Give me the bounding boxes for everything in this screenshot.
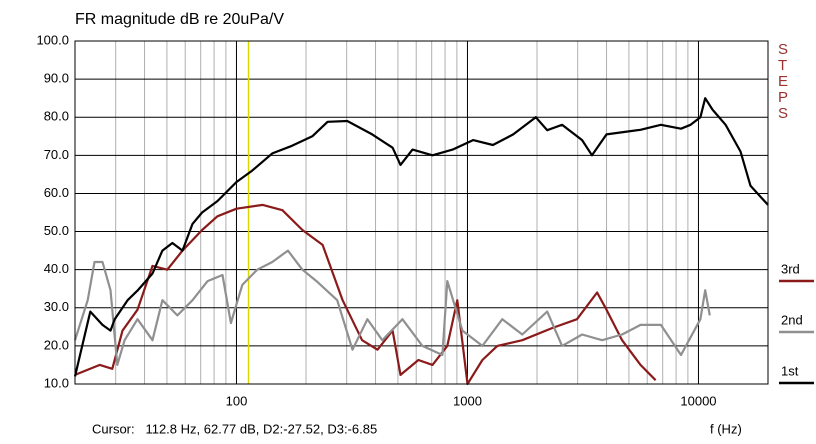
y-tick-label: 80.0 (44, 109, 69, 124)
y-tick-label: 20.0 (44, 337, 69, 352)
series-line (73, 249, 711, 366)
x-tick-label: 1000 (453, 393, 482, 408)
y-tick-label: 10.0 (44, 375, 69, 390)
x-tick-label: 10000 (680, 393, 716, 408)
y-tick-label: 30.0 (44, 299, 69, 314)
plot-frame (74, 40, 769, 385)
y-tick-label: 100.0 (36, 32, 69, 47)
series-line (74, 203, 657, 386)
chart-title: FR magnitude dB re 20uPa/V (75, 11, 284, 28)
y-tick-label: 60.0 (44, 185, 69, 200)
cursor-readout: Cursor: 112.8 Hz, 62.77 dB, D2:-27.52, D… (92, 421, 377, 436)
y-tick-label: 90.0 (44, 71, 69, 86)
x-axis-label: f (Hz) (710, 421, 742, 436)
y-tick-label: 50.0 (44, 223, 69, 238)
y-tick-label: 70.0 (44, 147, 69, 162)
legend-label: 1st (781, 363, 799, 378)
legend-label: 3rd (781, 261, 800, 276)
series-line (73, 97, 769, 377)
plot-area (75, 41, 768, 384)
x-tick-label: 100 (226, 393, 248, 408)
legend-label: 2nd (781, 312, 803, 327)
y-tick-label: 40.0 (44, 261, 69, 276)
